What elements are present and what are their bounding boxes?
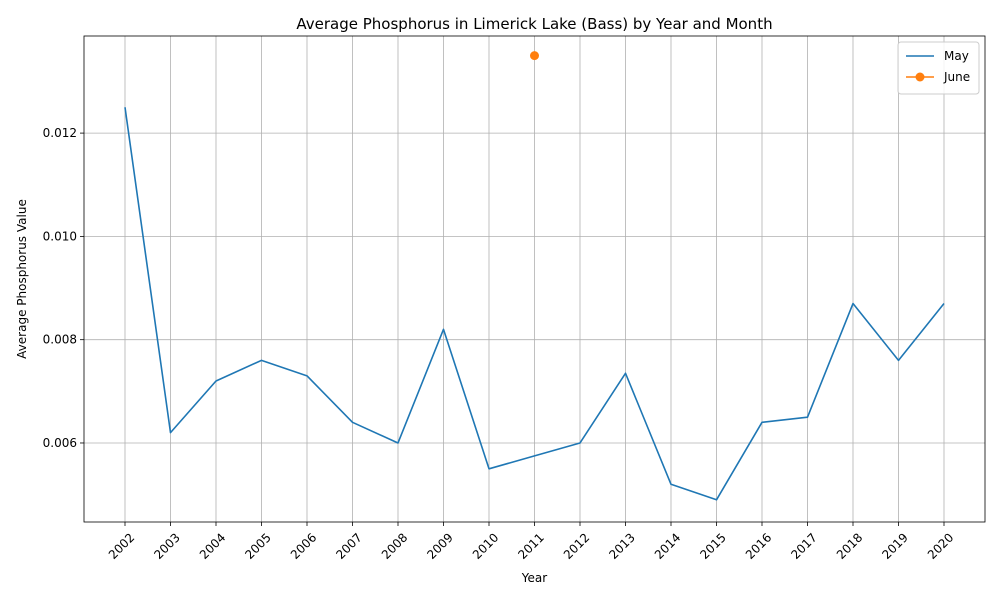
y-axis-label: Average Phosphorus Value: [15, 199, 29, 359]
series-layer: [124, 51, 945, 501]
data-point-june: [530, 51, 539, 61]
legend-label-may: May: [944, 49, 969, 63]
series-line-may: [124, 107, 945, 501]
y-tick-label: 0.008: [43, 333, 77, 347]
chart-title: Average Phosphorus in Limerick Lake (Bas…: [296, 15, 772, 33]
legend-label-june: June: [943, 70, 970, 84]
y-tick-label: 0.006: [43, 436, 77, 450]
legend-marker-june: [915, 72, 925, 82]
y-tick-label: 0.012: [43, 126, 77, 140]
grid: [84, 36, 985, 522]
y-tick-label: 0.010: [43, 229, 77, 243]
x-axis-label: Year: [521, 571, 547, 585]
legend: May June: [897, 41, 980, 95]
